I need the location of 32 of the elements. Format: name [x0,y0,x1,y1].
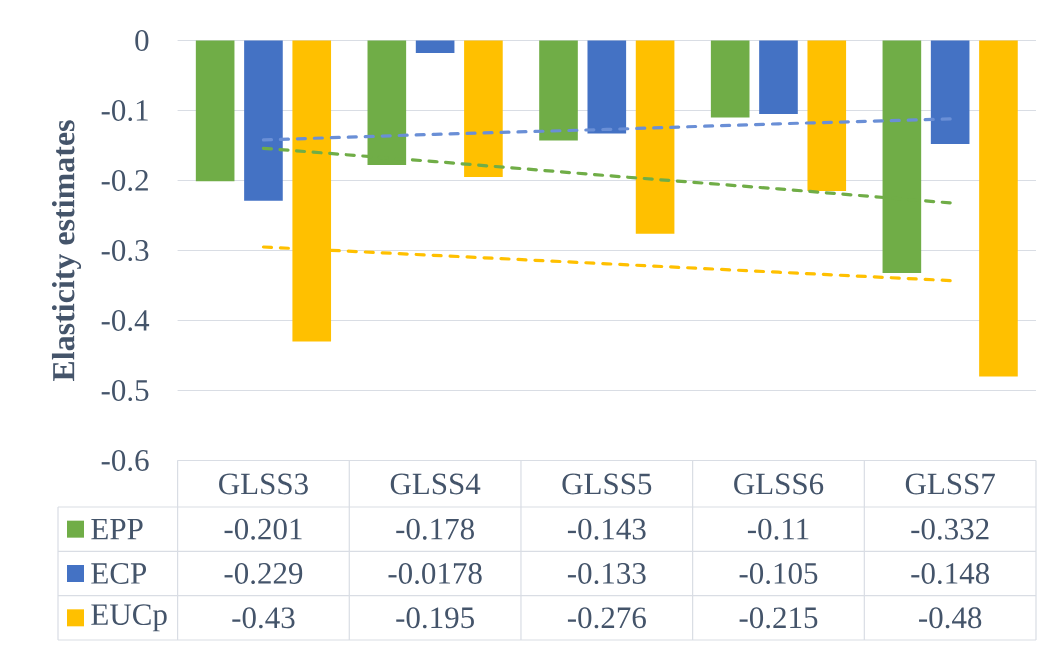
data-label: -0.148 [911,562,989,585]
data-label: -0.276 [567,607,646,629]
data-label: -0.229 [224,562,303,585]
y-tick-label: -0.3 [101,239,149,262]
data-label: -0.195 [396,607,474,629]
y-tick-label: -0.4 [101,309,150,332]
y-tick-label: 0 [135,30,149,51]
data-label: -0.43 [232,607,295,629]
data-label: -0.133 [567,562,646,585]
y-tick-label: -0.1 [101,99,148,122]
data-label: -0.11 [747,518,809,540]
legend-label: EUCp [91,604,167,632]
x-tick-label: GLSS4 [390,473,481,495]
x-tick-label: GLSS5 [562,473,652,495]
x-tick-label: GLSS6 [734,473,824,495]
data-label: -0.48 [919,607,982,629]
data-label: -0.105 [739,562,818,585]
x-tick-label: GLSS3 [219,473,308,495]
line-series [261,117,952,142]
data-label: -0.178 [396,518,474,540]
y-tick-label: -0.5 [101,379,149,402]
x-tick-label: GLSS7 [905,473,995,495]
data-label: -0.201 [224,518,302,540]
data-label: -0.215 [739,607,818,629]
legend-label: EPP [91,519,143,540]
y-tick-label: -0.2 [101,169,148,192]
data-label: -0.143 [567,518,646,540]
legend-label: ECP [91,563,147,584]
y-tick-label: -0.6 [101,449,149,472]
y-axis-title: Elasticity estimates [51,120,82,382]
data-label: -0.332 [911,518,989,540]
data-label: -0.0178 [388,562,482,585]
